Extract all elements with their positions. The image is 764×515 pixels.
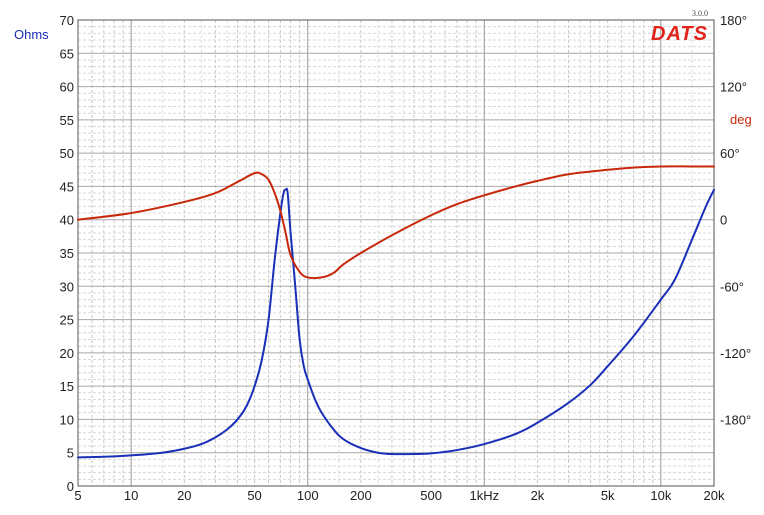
left-tick-label: 60 <box>60 80 74 95</box>
series-layer <box>77 165 715 459</box>
left-tick-label: 65 <box>60 46 74 61</box>
x-tick-label: 10 <box>124 488 138 503</box>
left-tick-label: 15 <box>60 379 74 394</box>
left-tick-label: 20 <box>60 346 74 361</box>
left-tick-label: 10 <box>60 412 74 427</box>
dats-logo: DATS <box>651 23 708 45</box>
left-tick-label: 45 <box>60 179 74 194</box>
right-tick-label: 120° <box>720 80 747 95</box>
left-tick-label: 70 <box>60 13 74 28</box>
x-tick-label: 500 <box>420 488 442 503</box>
x-tick-label: 20 <box>177 488 191 503</box>
plot-frame <box>77 19 715 487</box>
x-axis-ticks: 5 10 20 50 100 200 500 1kHz 2k 5k 10k 20k <box>74 488 725 503</box>
left-tick-label: 50 <box>60 146 74 161</box>
version-label: 3.0.0 <box>692 9 708 18</box>
right-tick-label: -120° <box>720 346 751 361</box>
right-tick-label: -180° <box>720 412 751 427</box>
left-tick-label: 30 <box>60 279 74 294</box>
impedance-series-line <box>77 187 715 459</box>
x-tick-label: 5 <box>74 488 81 503</box>
right-axis-label: deg <box>730 112 752 127</box>
x-tick-label: 10k <box>650 488 671 503</box>
x-tick-label: 100 <box>297 488 319 503</box>
x-tick-label: 20k <box>704 488 725 503</box>
left-tick-label: 0 <box>67 479 74 494</box>
right-tick-label: -60° <box>720 279 744 294</box>
left-tick-label: 35 <box>60 246 74 261</box>
x-tick-label: 50 <box>247 488 261 503</box>
left-axis-label: Ohms <box>14 27 49 42</box>
left-tick-label: 5 <box>67 446 74 461</box>
left-tick-label: 25 <box>60 313 74 328</box>
right-tick-label: 0 <box>720 213 727 228</box>
left-tick-label: 40 <box>60 213 74 228</box>
right-axis-ticks: 180° 120° 60° 0 -60° -120° -180° <box>720 13 751 427</box>
x-tick-label: 5k <box>601 488 615 503</box>
x-tick-label: 200 <box>350 488 372 503</box>
left-axis-ticks: 0 5 10 15 20 25 30 35 40 45 50 55 60 65 70 <box>60 13 74 494</box>
right-tick-label: 60° <box>720 146 740 161</box>
x-tick-label: 2k <box>531 488 545 503</box>
left-tick-label: 55 <box>60 113 74 128</box>
x-tick-label: 1kHz <box>469 488 499 503</box>
right-tick-label: 180° <box>720 13 747 28</box>
phase-series-line <box>77 165 715 280</box>
